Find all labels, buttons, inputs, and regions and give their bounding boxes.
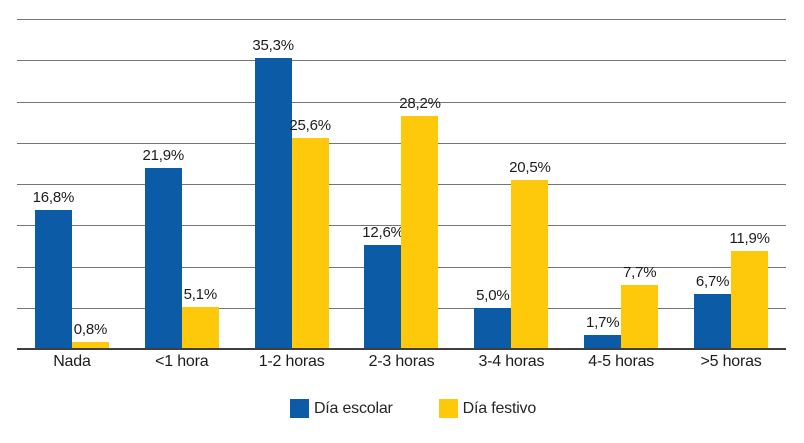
value-label: 5,0% (476, 286, 510, 304)
category-label: 2-3 horas (368, 353, 435, 370)
gridline (17, 101, 786, 103)
bar-dia-escolar (254, 57, 292, 349)
bar-dia-festivo (511, 179, 549, 349)
plot-area: 16,8% 0,8% Nada 21,9% 5,1% <1 hora 35,3% 25,6% 1… (17, 19, 786, 370)
category-label: >5 horas (700, 353, 762, 370)
bar-dia-festivo (291, 137, 329, 349)
category-label: 1-2 horas (258, 353, 325, 370)
value-label: 11,9% (729, 229, 770, 247)
bar-group: 12,6% 28,2% 2-3 horas (347, 19, 457, 370)
bar-dia-festivo (71, 342, 109, 349)
category-label: <1 hora (155, 353, 209, 370)
value-label: 1,7% (586, 313, 620, 331)
bar-dia-festivo (181, 306, 219, 349)
legend-item-dia-escolar: Día escolar (289, 399, 393, 418)
category-label: Nada (53, 353, 91, 370)
bar-dia-escolar (584, 334, 622, 349)
legend-item-dia-festivo: Día festivo (438, 399, 537, 418)
value-label: 16,8% (32, 189, 75, 207)
category-label: 3-4 horas (478, 353, 545, 370)
bar-group: 35,3% 25,6% 1-2 horas (237, 19, 347, 370)
x-axis-line (17, 348, 786, 350)
bar-dia-escolar (364, 245, 402, 349)
bar-group: 6,7% 11,9% >5 horas (676, 19, 786, 370)
value-label: 25,6% (289, 116, 331, 134)
bar-dia-festivo (621, 285, 659, 349)
bar-dia-escolar (34, 210, 72, 349)
bar-dia-escolar (144, 168, 182, 349)
legend-swatch-dia-escolar (289, 399, 309, 418)
value-label: 21,9% (142, 147, 185, 165)
legend: Día escolar Día festivo (11, 399, 804, 418)
bar-group: 16,8% 0,8% Nada (17, 19, 127, 370)
bar-dia-escolar (694, 293, 732, 349)
value-label: 28,2% (399, 95, 441, 113)
legend-label: Día festivo (462, 399, 537, 417)
gridline (17, 60, 786, 62)
bar-dia-escolar (474, 307, 512, 349)
bar-group: 5,0% 20,5% 3-4 horas (456, 19, 566, 370)
bar-group: 21,9% 5,1% <1 hora (127, 19, 237, 370)
category-label: 4-5 horas (588, 353, 655, 370)
value-label: 20,5% (509, 158, 551, 176)
legend-swatch-dia-festivo (438, 399, 458, 418)
value-label: 35,3% (252, 36, 294, 54)
value-label: 6,7% (695, 272, 730, 290)
value-label: 0,8% (73, 321, 108, 339)
legend-label: Día escolar (313, 399, 393, 417)
gridline (17, 19, 786, 20)
value-label: 7,7% (623, 264, 657, 282)
bar-dia-festivo (401, 116, 439, 349)
value-label: 5,1% (183, 285, 218, 303)
bar-group: 1,7% 7,7% 4-5 horas (566, 19, 676, 370)
value-label: 12,6% (362, 224, 404, 242)
bar-dia-festivo (731, 250, 769, 349)
